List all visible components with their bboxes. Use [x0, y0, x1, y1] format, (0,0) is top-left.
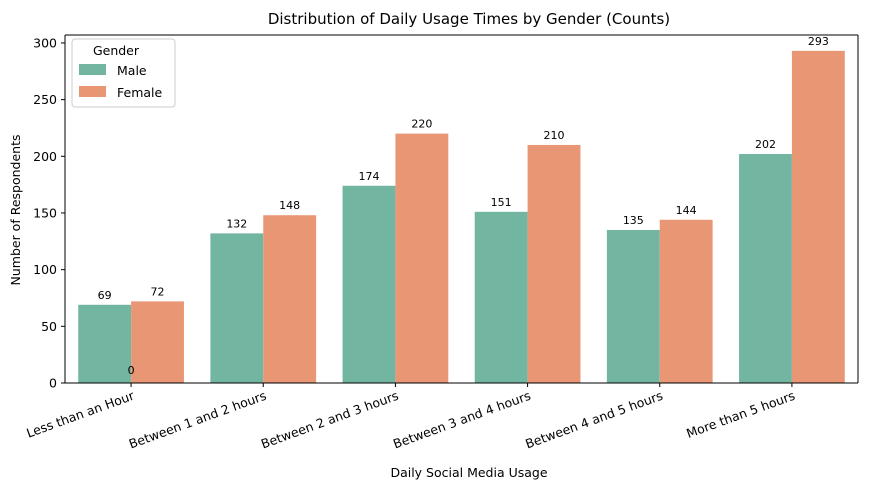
bar-male-3	[474, 211, 528, 383]
bar-value-label: 132	[226, 217, 247, 230]
y-tick-label: 150	[33, 205, 57, 220]
x-tick-label: Between 2 and 3 hours	[259, 388, 401, 452]
y-tick-label: 250	[33, 92, 57, 107]
bar-female-4	[659, 219, 713, 383]
bar-value-label: 72	[151, 285, 165, 298]
bar-female-2	[395, 133, 449, 383]
x-tick-label: More than 5 hours	[684, 388, 797, 441]
bar-male-5	[739, 154, 792, 383]
x-tick-label: Less than an Hour	[24, 387, 137, 440]
y-tick-label: 200	[33, 149, 57, 164]
legend-label-female: Female	[117, 85, 163, 100]
bar-female-5	[791, 50, 845, 384]
bar-value-label: 69	[98, 289, 112, 302]
y-tick-label: 100	[33, 262, 57, 277]
legend-swatch-female	[79, 86, 106, 97]
bar-female-3	[527, 144, 581, 383]
legend-label-male: Male	[117, 63, 147, 78]
y-tick-label: 50	[41, 319, 57, 334]
bar-value-label: 148	[279, 199, 300, 212]
bar-female-0	[131, 301, 184, 383]
x-axis-title: Daily Social Media Usage	[390, 465, 547, 480]
bar-value-label: 144	[676, 204, 697, 217]
legend: Gender Male Female	[71, 38, 176, 108]
zero-value-label: 0	[128, 364, 135, 377]
bar-female-1	[263, 215, 317, 383]
bar-value-label: 293	[808, 35, 829, 48]
x-tick-label: Between 4 and 5 hours	[523, 388, 665, 452]
bar-value-label: 202	[755, 138, 776, 151]
x-tick-label: Between 3 and 4 hours	[391, 388, 533, 452]
bar-value-label: 135	[623, 214, 644, 227]
chart-title: Distribution of Daily Usage Times by Gen…	[268, 10, 670, 28]
bar-value-label: 151	[491, 196, 512, 209]
bar-male-4	[606, 229, 660, 383]
bar-value-label: 174	[358, 170, 379, 183]
y-axis-title: Number of Respondents	[8, 134, 23, 285]
bar-value-label: 210	[544, 129, 565, 142]
y-tick-label: 0	[49, 376, 57, 391]
x-tick-label: Between 1 and 2 hours	[127, 388, 269, 452]
legend-title: Gender	[93, 43, 140, 58]
bar-value-label: 220	[411, 118, 432, 131]
bar-male-2	[342, 185, 396, 383]
bar-male-0	[78, 304, 132, 383]
legend-swatch-male	[79, 64, 106, 75]
y-tick-label: 300	[33, 35, 57, 50]
bar-male-1	[210, 233, 264, 383]
